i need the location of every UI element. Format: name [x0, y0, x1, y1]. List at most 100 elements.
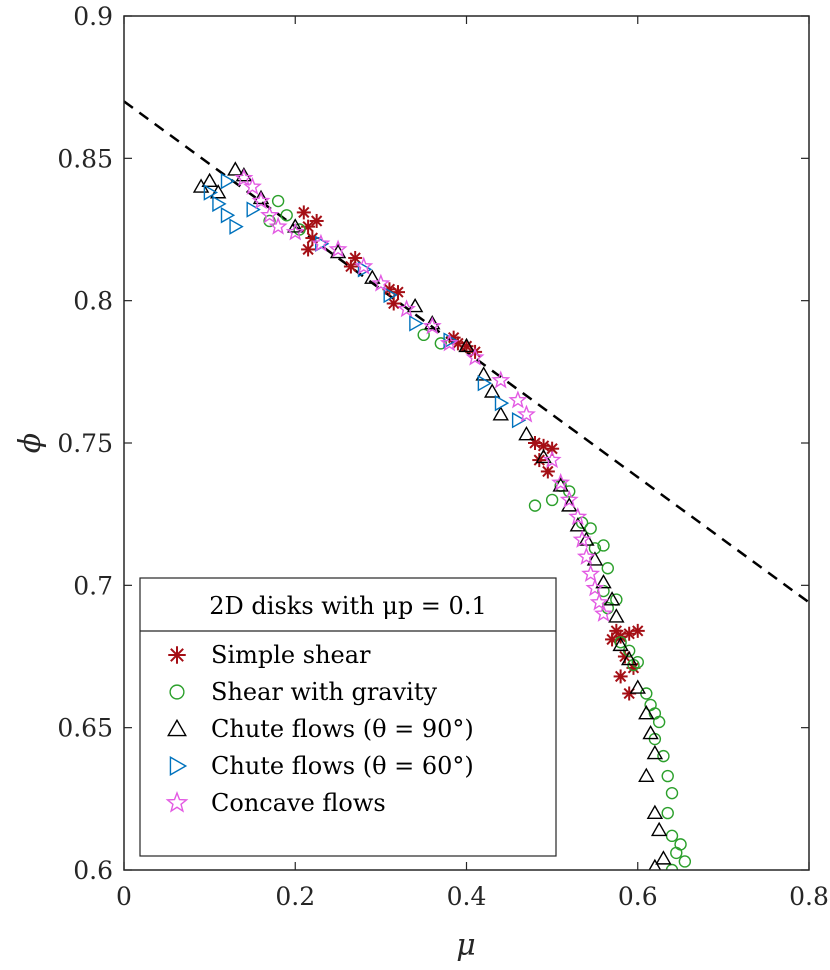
data-point: [612, 636, 629, 652]
data-point: [586, 551, 604, 566]
data-point: [655, 850, 672, 865]
data-point: [595, 574, 612, 589]
y-tick-label: 0.85: [57, 144, 113, 173]
y-tick-label: 0.65: [57, 714, 113, 743]
data-point: [201, 172, 218, 188]
data-point: [646, 804, 664, 820]
data-point: [328, 239, 348, 258]
y-tick-label: 0.8: [73, 287, 113, 316]
data-point: [417, 328, 430, 342]
data-point: [652, 715, 666, 729]
data-point: [561, 497, 578, 512]
data-point: [559, 489, 579, 509]
legend-marker: [168, 646, 186, 664]
legend-entry-simple-shear: Simple shear: [168, 641, 371, 669]
data-point: [518, 426, 535, 441]
data-point: [458, 337, 475, 353]
legend-title: 2D disks with μp = 0.1: [209, 592, 486, 620]
data-point: [220, 172, 236, 190]
data-point: [678, 855, 692, 868]
data-point: [642, 724, 659, 740]
data-point: [212, 195, 227, 213]
legend-marker: [169, 684, 185, 700]
data-point: [246, 201, 261, 218]
data-point: [357, 261, 373, 278]
data-point: [251, 191, 271, 210]
data-point: [285, 222, 305, 241]
data-point: [597, 539, 610, 552]
data-point: [263, 214, 276, 228]
x-tick-label: 0.6: [618, 882, 658, 911]
data-point: [492, 406, 509, 421]
data-point: [585, 578, 605, 597]
y-axis-label: ϕ: [13, 433, 48, 453]
data-point: [638, 705, 655, 720]
x-tick-label: 0: [116, 882, 132, 911]
data-point: [491, 370, 511, 389]
data-point: [516, 404, 536, 423]
data-point: [311, 233, 331, 252]
y-tick-label: 0.6: [73, 856, 113, 885]
data-point: [545, 441, 560, 456]
data-point: [271, 194, 285, 208]
data-point: [551, 472, 571, 491]
data-point: [572, 529, 592, 548]
data-point: [674, 838, 687, 851]
data-point: [657, 749, 670, 763]
data-point: [650, 821, 668, 837]
y-tick-label: 0.7: [73, 571, 113, 600]
x-axis-label: μ: [456, 928, 476, 963]
legend-label: Shear with gravity: [211, 678, 437, 706]
data-point: [406, 297, 424, 313]
data-point: [280, 209, 293, 222]
legend-label: Simple shear: [211, 641, 371, 669]
data-point: [646, 744, 664, 760]
data-point: [301, 242, 316, 257]
data-point: [630, 623, 645, 638]
data-point: [661, 769, 674, 783]
data-point: [252, 189, 270, 205]
data-point: [354, 256, 374, 275]
data-point: [528, 499, 542, 512]
data-point: [343, 259, 358, 274]
data-point: [613, 669, 628, 684]
data-point: [260, 205, 280, 224]
data-point: [220, 207, 236, 224]
data-point: [203, 184, 219, 201]
data-point: [409, 315, 424, 332]
data-point: [594, 603, 613, 622]
x-tick-label: 0.4: [447, 882, 487, 911]
axis-ticks: 0 0.2 0.4 0.6 0.8 0.6 0.65 0.7 0.75 0.8 0.85 0.9: [57, 2, 829, 911]
data-point: [434, 337, 448, 350]
data-point: [648, 858, 662, 870]
y-tick-label: 0.9: [73, 2, 113, 31]
data-point: [568, 507, 588, 526]
data-point: [576, 546, 596, 565]
data-point: [494, 394, 510, 412]
legend: 2D disks with μp = 0.1 Simple shear Shear…: [139, 577, 557, 857]
legend-label: Concave flows: [211, 789, 386, 817]
legend-marker: [165, 791, 189, 813]
x-tick-label: 0.2: [275, 882, 315, 911]
data-point: [268, 216, 288, 235]
data-point: [508, 390, 528, 409]
legend-entry-shear-with-gravity: Shear with gravity: [169, 678, 437, 706]
data-point: [631, 655, 644, 669]
data-point: [535, 448, 552, 464]
legend-entry-concave-flows: Concave flows: [165, 789, 386, 817]
data-point: [235, 167, 253, 182]
data-point: [661, 806, 674, 820]
data-point: [665, 863, 679, 870]
legend-label: Chute flows (θ = 90°): [211, 715, 474, 743]
legend-entry-chute-flows-60: Chute flows (θ = 60°): [169, 752, 474, 780]
data-point: [545, 493, 559, 507]
data-point: [665, 786, 679, 800]
legend-marker: [169, 756, 188, 776]
legend-box: [139, 577, 557, 857]
data-point: [532, 453, 547, 468]
data-point: [584, 522, 597, 535]
data-point: [620, 650, 638, 666]
data-point: [234, 168, 254, 187]
data-point: [601, 562, 614, 575]
